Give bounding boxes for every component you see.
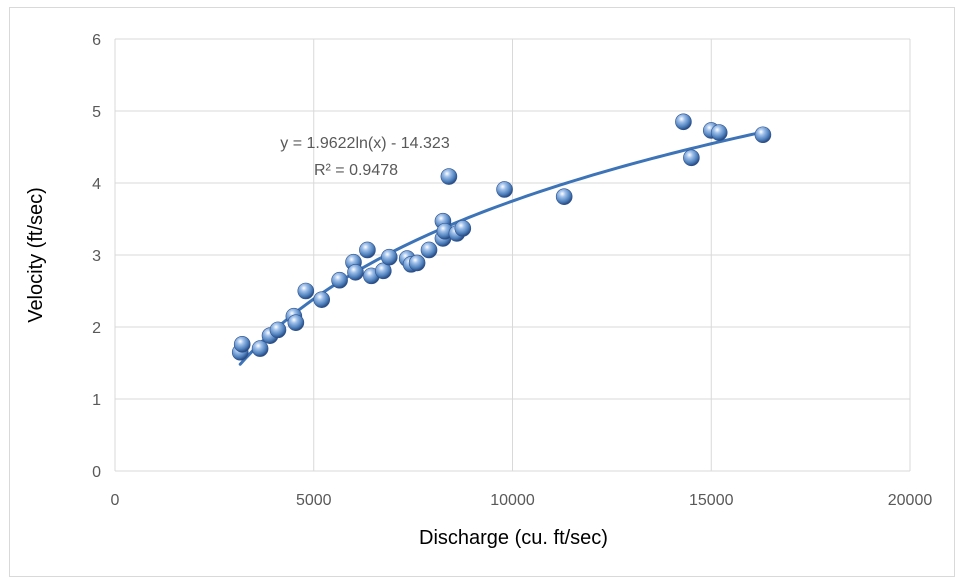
data-point <box>440 168 458 185</box>
chart-area: 0 1 2 3 4 5 6 0 5000 10000 15000 20000 y = 1.9622ln… <box>9 7 955 577</box>
y-axis-title: Velocity (ft/sec) <box>25 187 47 323</box>
y-tick-label: 3 <box>92 248 101 265</box>
data-point <box>297 282 315 300</box>
data-point <box>233 335 251 353</box>
data-point <box>683 149 700 167</box>
gridlines <box>114 38 911 472</box>
data-point <box>251 340 269 357</box>
x-axis-title: Discharge (cu. ft/sec) <box>419 527 608 549</box>
data-point <box>675 113 692 131</box>
data-point <box>313 291 331 308</box>
data-point <box>331 271 348 289</box>
data-point <box>347 263 364 281</box>
trendline-r-squared: R² = 0.9478 <box>314 162 398 179</box>
scatter-chart: 0 1 2 3 4 5 6 0 5000 10000 15000 20000 y = 1.9622ln… <box>25 32 932 549</box>
tick-labels: 0 1 2 3 4 5 6 0 5000 10000 15000 20000 <box>92 32 932 509</box>
y-tick-label: 1 <box>92 392 101 409</box>
trendline <box>238 130 765 366</box>
trendline-equation: y = 1.9622ln(x) - 14.323 <box>280 135 450 152</box>
x-tick-label: 5000 <box>296 492 332 509</box>
data-point <box>269 321 287 339</box>
data-point <box>555 188 573 205</box>
y-tick-label: 0 <box>92 464 101 481</box>
y-tick-label: 6 <box>92 32 101 49</box>
data-point <box>710 124 728 141</box>
data-point <box>380 248 398 266</box>
y-tick-label: 2 <box>92 320 101 337</box>
x-tick-label: 10000 <box>490 492 535 509</box>
x-tick-label: 20000 <box>888 492 933 509</box>
data-point <box>454 220 472 237</box>
data-point <box>408 254 426 272</box>
x-tick-label: 15000 <box>689 492 734 509</box>
data-points <box>231 113 772 361</box>
y-tick-label: 5 <box>92 104 101 121</box>
data-point <box>496 181 513 198</box>
data-point <box>754 126 772 144</box>
x-tick-label: 0 <box>111 492 120 509</box>
y-tick-label: 4 <box>92 176 101 193</box>
data-point <box>359 241 376 259</box>
data-point <box>420 241 438 259</box>
data-point <box>287 314 305 331</box>
